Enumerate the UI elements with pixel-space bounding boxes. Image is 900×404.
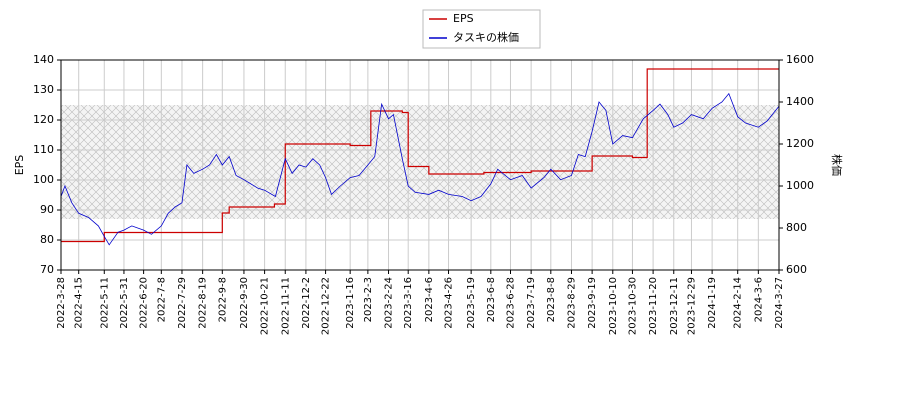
y-tick-label: 70: [40, 263, 54, 276]
series-line: [61, 68, 779, 243]
x-tick-label: 2023-5-19: [466, 277, 477, 329]
x-tick-label: 2024-3-27: [774, 277, 785, 329]
x-tick-label: 2024-3-6: [753, 277, 764, 322]
y2-tick-label: 1400: [786, 95, 814, 108]
y-tick-label: 120: [33, 113, 54, 126]
shaded-range: [61, 105, 779, 219]
x-tick-label: 2023-7-19: [526, 277, 537, 329]
x-tick-label: 2023-4-6: [424, 277, 435, 322]
y2-axis-label: 株価: [830, 154, 844, 176]
legend: EPS タスキの株価: [422, 9, 541, 49]
y-tick-label: 80: [40, 233, 54, 246]
x-tick-label: 2023-8-8: [546, 277, 557, 322]
x-tick-label: 2023-12-11: [669, 277, 680, 335]
y2-tick-label: 600: [786, 263, 807, 276]
x-tick-label: 2023-2-24: [384, 277, 395, 329]
y-tick-label: 140: [33, 53, 54, 66]
x-tick-label: 2022-4-15: [74, 277, 85, 329]
x-tick-label: 2023-6-8: [486, 277, 497, 322]
y-tick-label: 130: [33, 83, 54, 96]
x-tick-label: 2023-1-16: [345, 277, 356, 329]
y2-tick-label: 1000: [786, 179, 814, 192]
x-tick-label: 2022-12-2: [301, 277, 312, 329]
plot-frame: [60, 59, 780, 271]
legend-label: EPS: [453, 12, 474, 25]
x-tick-label: 2022-9-8: [217, 277, 228, 322]
x-tick-label: 2022-5-11: [99, 277, 110, 329]
x-tick-label: 2023-9-19: [587, 277, 598, 329]
y-tick-label: 110: [33, 143, 54, 156]
x-tick-label: 2023-12-29: [686, 277, 697, 335]
y-tick-label: 100: [33, 173, 54, 186]
y-axis-label: EPS: [13, 155, 26, 176]
y2-tick-label: 800: [786, 221, 807, 234]
x-tick-label: 2024-2-14: [733, 277, 744, 329]
x-tick-label: 2023-4-26: [444, 277, 455, 329]
x-tick-label: 2023-11-20: [648, 277, 659, 335]
x-tick-label: 2022-7-29: [177, 277, 188, 329]
y-tick-label: 90: [40, 203, 54, 216]
x-tick-label: 2022-5-31: [119, 277, 130, 329]
legend-box: [422, 9, 541, 49]
x-tick-label: 2022-3-28: [56, 277, 67, 329]
x-tick-label: 2023-8-29: [566, 277, 577, 329]
y2-tick-label: 1200: [786, 137, 814, 150]
x-tick-label: 2023-3-16: [403, 277, 414, 329]
legend-label: タスキの株価: [453, 30, 519, 44]
x-tick-label: 2022-12-22: [321, 277, 332, 335]
x-tick-label: 2022-6-20: [139, 277, 150, 329]
x-tick-label: 2022-9-30: [239, 277, 250, 329]
y2-tick-label: 1600: [786, 53, 814, 66]
series-line: [61, 92, 779, 246]
x-tick-label: 2023-10-30: [627, 277, 638, 335]
x-tick-label: 2023-10-10: [608, 277, 619, 335]
x-tick-label: 2022-11-11: [280, 277, 291, 335]
x-tick-label: 2023-6-28: [505, 277, 516, 329]
x-tick-label: 2022-10-21: [260, 277, 271, 335]
x-tick-label: 2023-2-3: [363, 277, 374, 322]
x-tick-label: 2024-1-19: [707, 277, 718, 329]
x-tick-label: 2022-7-8: [156, 277, 167, 322]
x-tick-label: 2022-8-19: [198, 277, 209, 329]
